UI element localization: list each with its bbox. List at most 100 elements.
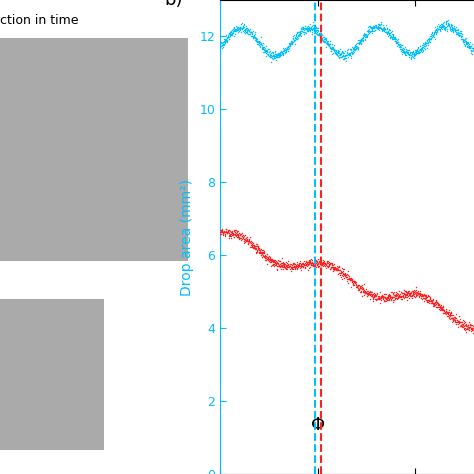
- Point: [420, 291, 428, 298]
- Point: [377, 292, 384, 300]
- Point: [441, 18, 448, 26]
- Point: [220, 227, 228, 235]
- Point: [374, 294, 382, 302]
- Point: [379, 25, 387, 32]
- Point: [399, 48, 406, 56]
- Point: [255, 246, 263, 253]
- Point: [419, 291, 427, 299]
- Point: [276, 260, 284, 268]
- Point: [245, 26, 252, 33]
- Point: [319, 259, 326, 267]
- Point: [231, 230, 238, 238]
- Point: [303, 258, 311, 266]
- Point: [254, 37, 262, 45]
- Point: [293, 260, 301, 268]
- Point: [307, 23, 315, 31]
- Point: [419, 290, 426, 298]
- Point: [292, 263, 300, 271]
- Point: [376, 25, 384, 32]
- Point: [419, 292, 427, 300]
- Point: [446, 23, 453, 30]
- Point: [218, 40, 226, 47]
- Point: [255, 37, 263, 45]
- Point: [251, 33, 259, 41]
- Point: [366, 291, 374, 298]
- Point: [219, 40, 226, 47]
- Point: [432, 26, 440, 33]
- Point: [394, 40, 402, 48]
- Point: [338, 53, 346, 60]
- Point: [362, 33, 369, 40]
- Point: [296, 259, 304, 267]
- Point: [389, 290, 396, 298]
- Point: [376, 294, 383, 301]
- Point: [295, 32, 303, 40]
- Point: [433, 299, 440, 306]
- Point: [409, 291, 416, 299]
- Point: [442, 308, 450, 316]
- Point: [416, 290, 423, 298]
- Point: [327, 260, 335, 267]
- Point: [450, 313, 457, 321]
- Point: [449, 316, 456, 323]
- Point: [240, 236, 247, 243]
- Point: [295, 30, 302, 38]
- Point: [293, 36, 301, 43]
- Point: [313, 260, 321, 267]
- Point: [270, 258, 277, 266]
- Point: [252, 243, 260, 250]
- Point: [291, 262, 298, 269]
- Point: [468, 327, 474, 335]
- Point: [441, 310, 449, 317]
- Point: [313, 259, 320, 266]
- Point: [459, 322, 466, 330]
- Point: [409, 289, 416, 297]
- Point: [317, 29, 324, 37]
- Point: [299, 24, 307, 31]
- Point: [449, 24, 457, 31]
- Point: [333, 266, 341, 273]
- Point: [267, 258, 275, 266]
- Point: [402, 291, 410, 298]
- Point: [433, 26, 441, 34]
- Point: [254, 35, 261, 43]
- Point: [389, 35, 396, 42]
- Point: [292, 34, 299, 42]
- Point: [337, 267, 345, 274]
- Point: [409, 50, 416, 58]
- Point: [423, 36, 431, 44]
- Point: [242, 234, 249, 242]
- Point: [463, 325, 470, 332]
- Point: [237, 230, 245, 237]
- Point: [419, 47, 427, 55]
- Point: [428, 34, 435, 41]
- Point: [299, 260, 307, 267]
- Point: [240, 237, 248, 245]
- Point: [268, 55, 276, 62]
- Point: [345, 50, 353, 58]
- Point: [425, 36, 433, 43]
- Point: [381, 24, 388, 32]
- Point: [353, 40, 361, 47]
- Point: [382, 297, 389, 305]
- Point: [451, 317, 459, 324]
- Point: [302, 29, 310, 36]
- Point: [250, 32, 258, 40]
- Point: [381, 294, 388, 301]
- Point: [388, 32, 395, 40]
- Point: [380, 24, 387, 32]
- Point: [331, 265, 339, 273]
- Point: [381, 293, 388, 301]
- Point: [343, 49, 351, 57]
- Point: [308, 259, 316, 267]
- Point: [223, 38, 231, 46]
- Point: [246, 25, 254, 33]
- Point: [459, 321, 466, 329]
- Point: [398, 292, 406, 300]
- Point: [345, 275, 353, 283]
- Point: [416, 42, 424, 49]
- Point: [242, 25, 250, 32]
- Point: [216, 226, 224, 234]
- Point: [317, 264, 325, 272]
- Point: [356, 40, 363, 48]
